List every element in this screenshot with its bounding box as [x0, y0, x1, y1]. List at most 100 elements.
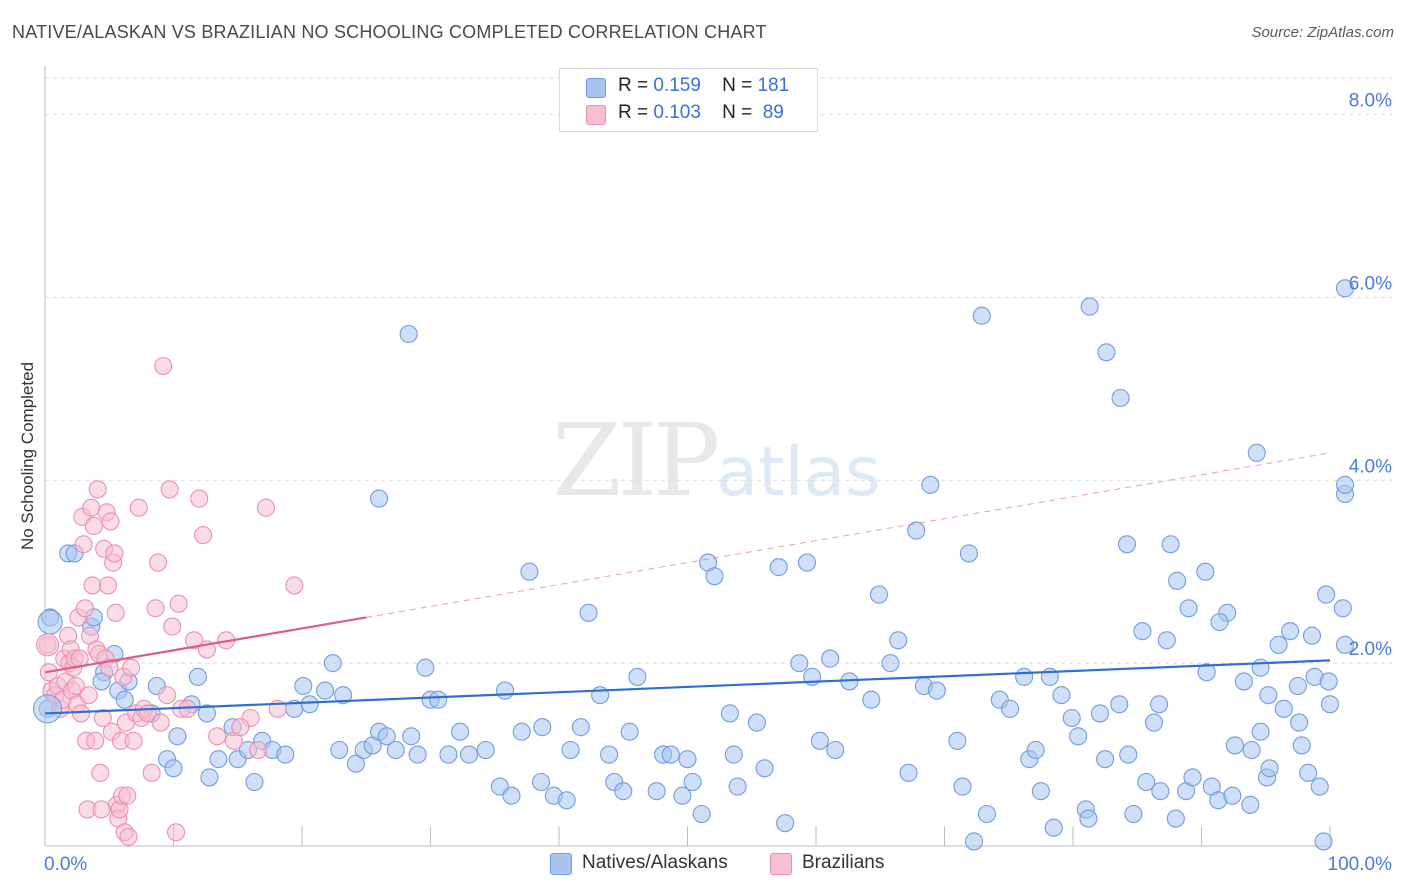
- native-point: [965, 832, 984, 851]
- legend-r-label: R =: [618, 102, 649, 123]
- native-point: [1137, 772, 1156, 792]
- native-point: [1144, 713, 1164, 732]
- legend-r-label: R =: [618, 75, 649, 96]
- native-point: [705, 567, 724, 586]
- native-point: [1310, 777, 1329, 796]
- native-point: [557, 791, 576, 810]
- native-point: [1015, 667, 1034, 686]
- native-point: [323, 654, 342, 673]
- native-point: [168, 727, 187, 746]
- native-point: [692, 804, 711, 824]
- native-point: [1335, 475, 1355, 494]
- chart-title: NATIVE/ALASKAN VS BRAZILIAN NO SCHOOLING…: [12, 22, 767, 42]
- brazilian-point: [163, 617, 182, 636]
- source-label: Source: ZipAtlas.com: [1251, 24, 1394, 41]
- native-point: [869, 585, 889, 604]
- brazilian-point: [208, 727, 227, 746]
- native-point: [209, 750, 228, 769]
- native-point: [300, 695, 319, 714]
- native-point: [1223, 786, 1242, 805]
- brazilian-point: [91, 763, 110, 782]
- y-tick-label: 8.0%: [1349, 91, 1392, 112]
- legend-r-value: 0.159: [653, 75, 701, 96]
- brazilian-point: [86, 731, 105, 750]
- native-point: [1119, 745, 1138, 764]
- brazilian-point: [194, 526, 213, 545]
- native-point: [115, 690, 134, 709]
- native-point: [330, 740, 349, 760]
- bottom-legend-label-natives: Natives/Alaskans: [582, 852, 728, 873]
- native-point: [316, 681, 335, 700]
- native-point: [200, 768, 219, 787]
- native-point: [1196, 562, 1215, 581]
- native-point: [747, 713, 766, 732]
- native-point: [1210, 612, 1229, 632]
- legend-n-value: 181: [757, 75, 790, 96]
- native-point: [1241, 795, 1260, 814]
- brazilian-point: [160, 480, 179, 499]
- native-point: [276, 745, 295, 764]
- tick-label-layer: 2.0% 4.0% 6.0% 8.0% 0.0% 100.0%: [44, 91, 1392, 875]
- native-point: [1317, 585, 1336, 604]
- brazilian-point: [71, 704, 91, 723]
- brazilian-point: [190, 489, 209, 508]
- bottom-legend-label-brazilians: Brazilians: [802, 852, 885, 873]
- native-point: [1259, 686, 1278, 705]
- brazilian-point: [285, 576, 304, 595]
- native-point: [1251, 658, 1270, 677]
- native-point: [346, 754, 366, 773]
- native-point: [1062, 708, 1081, 728]
- native-point: [1151, 782, 1170, 801]
- brazilian-point: [256, 498, 276, 517]
- brazilian-point: [101, 512, 120, 531]
- native-point: [1080, 297, 1099, 316]
- native-point: [927, 681, 946, 700]
- native-point: [948, 731, 967, 750]
- native-point: [1320, 695, 1340, 714]
- native-point: [972, 306, 991, 325]
- native-point: [1179, 599, 1198, 618]
- native-point: [1197, 663, 1216, 682]
- native-point: [1124, 804, 1143, 824]
- brazilian-point: [151, 713, 170, 732]
- native-point: [164, 759, 183, 778]
- native-point: [661, 745, 680, 764]
- native-point: [673, 786, 692, 805]
- x-tick-label-min: 0.0%: [44, 854, 87, 875]
- legend-swatch-natives: [586, 78, 606, 98]
- native-point: [1299, 763, 1318, 782]
- brazilian-point: [249, 740, 268, 760]
- brazilian-point: [93, 708, 112, 728]
- native-point: [1117, 535, 1137, 554]
- brazilian-trend-line: [44, 616, 367, 674]
- watermark-zip: ZIP: [552, 402, 720, 519]
- native-point: [728, 777, 747, 796]
- native-point: [1290, 713, 1309, 732]
- brazilian-point: [118, 786, 137, 805]
- native-point: [810, 731, 829, 750]
- native-point: [1260, 759, 1279, 778]
- native-point: [408, 745, 427, 764]
- trend-layer: [44, 452, 1331, 715]
- native-point: [959, 544, 978, 563]
- y-tick-label: 2.0%: [1349, 639, 1392, 660]
- y-tick-label: 4.0%: [1349, 456, 1392, 477]
- native-point: [561, 740, 580, 760]
- native-point: [1247, 443, 1266, 462]
- native-point: [776, 814, 795, 833]
- brazilian-point: [185, 631, 204, 650]
- native-point: [1026, 740, 1045, 760]
- brazilian-point: [106, 603, 125, 622]
- brazilian-point: [79, 686, 98, 705]
- legend-n-label: N =: [722, 75, 753, 96]
- native-point: [1234, 672, 1253, 691]
- brazilian-point: [100, 658, 119, 677]
- brazilian-point: [142, 763, 161, 782]
- native-point: [245, 772, 264, 792]
- native-point: [1281, 622, 1300, 641]
- brazilian-point: [122, 658, 141, 677]
- native-point: [476, 740, 495, 760]
- brazilian-point: [92, 800, 111, 819]
- native-point: [755, 759, 774, 778]
